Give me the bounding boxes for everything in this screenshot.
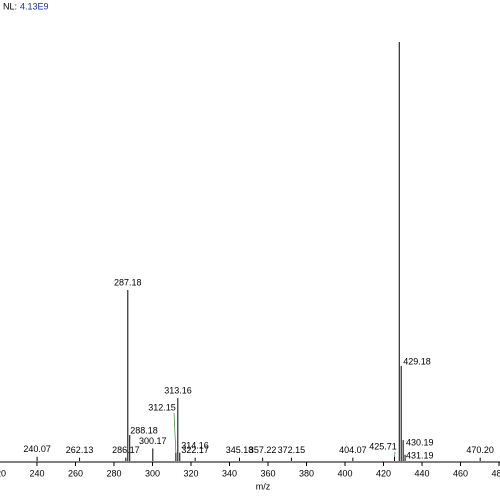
x-tick-label: 340 [222, 468, 237, 478]
peak-label: 314.16 [181, 440, 209, 450]
peak-label: 345.18 [226, 445, 254, 455]
peak-label: 240.07 [23, 444, 51, 454]
x-tick-label: 300 [145, 468, 160, 478]
peak-label: 262.13 [66, 445, 94, 455]
peak-label: 404.07 [339, 445, 367, 455]
peak-label: 300.17 [139, 436, 167, 446]
x-axis-title: m/z [256, 481, 271, 491]
x-tick-label: 260 [68, 468, 83, 478]
peak-label: 286.17 [112, 445, 140, 455]
x-tick-label: 480 [492, 468, 500, 478]
peak-label: 372.15 [278, 445, 306, 455]
x-tick-label: 220 [0, 468, 6, 478]
x-tick-label: 460 [453, 468, 468, 478]
x-tick-label: 380 [299, 468, 314, 478]
peak-label: 312.15 [148, 402, 176, 412]
peak-label: 313.16 [164, 385, 192, 395]
peak-label: 470.20 [466, 445, 494, 455]
peak-label: 431.19 [406, 450, 434, 460]
peak-label: 425.71 [369, 441, 397, 451]
peak-label: 287.18 [114, 277, 142, 287]
peak-label: 288.18 [130, 425, 158, 435]
nl-label: NL: [3, 1, 17, 11]
x-tick-label: 280 [106, 468, 121, 478]
peak-label: 430.19 [406, 437, 434, 447]
peak-label: 322.17 [181, 445, 209, 455]
label-leader [173, 412, 177, 453]
x-tick-label: 400 [337, 468, 352, 478]
nl-value: 4.13E9 [20, 1, 49, 11]
peak-label: 429.18 [403, 356, 431, 366]
x-tick-label: 240 [29, 468, 44, 478]
x-tick-label: 420 [376, 468, 391, 478]
x-tick-label: 440 [415, 468, 430, 478]
x-tick-label: 320 [183, 468, 198, 478]
peak-label: 357.22 [249, 445, 277, 455]
x-tick-label: 360 [260, 468, 275, 478]
